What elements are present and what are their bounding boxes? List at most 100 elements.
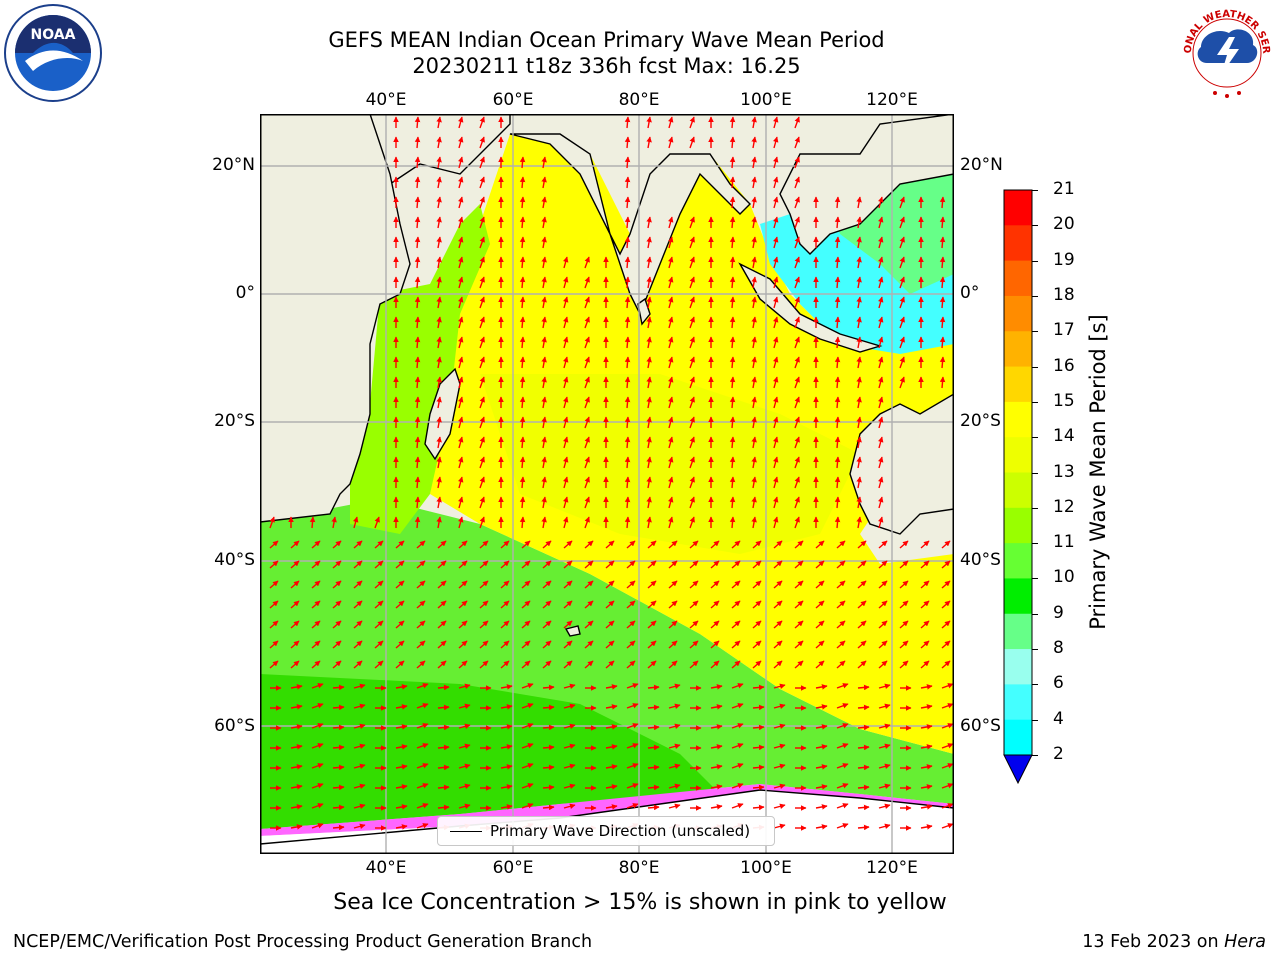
wave-arrow — [457, 256, 464, 269]
wave-arrow — [834, 476, 841, 489]
wave-arrow — [457, 496, 464, 509]
footer-credit: NCEP/EMC/Verification Post Processing Pr… — [13, 932, 593, 952]
wave-arrow — [815, 620, 825, 629]
wave-arrow — [729, 336, 736, 349]
wave-arrow — [624, 456, 631, 469]
wave-arrow — [624, 216, 631, 229]
wave-arrow — [646, 496, 652, 509]
wave-arrow — [646, 256, 652, 269]
wave-arrow — [395, 540, 405, 549]
wave-arrow — [939, 216, 946, 229]
wave-arrow — [752, 620, 762, 629]
wave-arrow — [416, 683, 429, 689]
wave-arrow — [731, 660, 741, 669]
wave-arrow — [878, 743, 891, 750]
wave-arrow — [437, 804, 450, 811]
wave-arrow — [479, 236, 485, 249]
wave-arrow — [624, 236, 631, 249]
wave-arrow — [668, 803, 681, 810]
wave-arrow — [479, 176, 485, 189]
wave-arrow — [772, 296, 779, 309]
wave-arrow — [584, 356, 590, 369]
wave-arrow — [414, 356, 421, 369]
wave-arrow — [624, 416, 631, 429]
wave-arrow — [519, 436, 526, 449]
wave-arrow — [815, 660, 825, 669]
graticule — [260, 114, 954, 854]
wave-arrow — [500, 784, 513, 790]
wave-arrow — [731, 640, 741, 649]
wave-arrow — [414, 436, 421, 449]
wave-arrow — [856, 516, 862, 529]
wave-arrow — [941, 743, 954, 749]
wave-arrow — [395, 724, 408, 730]
wave-arrow — [667, 396, 674, 409]
wave-arrow — [479, 216, 485, 229]
wave-arrow — [269, 516, 275, 529]
wave-arrow — [605, 764, 618, 770]
wave-arrow — [626, 540, 636, 549]
wave-arrow — [519, 376, 526, 389]
wave-arrow — [772, 336, 779, 349]
wave-arrow — [626, 640, 636, 649]
wave-arrow — [877, 496, 884, 509]
wave-arrow — [751, 336, 757, 349]
wave-arrow — [436, 456, 442, 469]
wave-arrow — [414, 516, 421, 529]
colorbar-tick-mark — [1032, 366, 1038, 368]
wave-arrow — [352, 516, 359, 529]
lon-label-bottom: 40°E — [365, 858, 407, 878]
wave-arrow — [414, 276, 421, 289]
wave-arrow — [646, 276, 652, 289]
wave-arrow — [815, 764, 828, 770]
wave-arrow — [857, 764, 870, 771]
wave-arrow — [941, 723, 954, 729]
wave-arrow — [458, 723, 471, 730]
wave-arrow — [353, 660, 363, 669]
wave-arrow — [772, 356, 779, 369]
wave-arrow — [857, 660, 867, 669]
wave-arrow — [290, 684, 303, 690]
wave-arrow — [457, 236, 464, 249]
lon-label-top: 40°E — [365, 90, 407, 110]
wave-arrow — [877, 256, 884, 269]
wave-arrow — [541, 396, 547, 409]
wave-arrow — [437, 620, 447, 629]
wave-arrow — [269, 620, 279, 629]
wave-arrow — [290, 640, 300, 649]
wave-arrow — [729, 276, 736, 289]
wave-arrow — [751, 476, 757, 489]
wave-arrow — [374, 540, 384, 549]
wave-arrow — [414, 256, 421, 269]
wave-arrow — [353, 803, 366, 810]
plot-title-line2: 20230211 t18z 336h fcst Max: 16.25 — [412, 54, 801, 78]
wave-arrow — [290, 824, 303, 830]
wave-arrow — [772, 496, 779, 509]
wave-arrow — [646, 456, 652, 469]
wave-arrow — [414, 176, 421, 189]
wave-arrow — [458, 580, 468, 589]
wave-arrow — [941, 560, 951, 569]
map-legend: Primary Wave Direction (unscaled) — [437, 816, 775, 846]
lon-label-bottom: 120°E — [866, 858, 918, 878]
wave-arrow — [414, 476, 421, 489]
wave-arrow — [605, 684, 618, 690]
wave-arrow — [920, 824, 933, 830]
wave-arrow — [414, 156, 421, 169]
wave-arrow — [899, 236, 905, 249]
wave-arrow — [626, 763, 639, 769]
wave-arrow — [290, 660, 300, 669]
wave-arrow — [794, 196, 800, 209]
wave-arrow — [436, 396, 442, 409]
wave-arrow — [562, 376, 569, 389]
wave-arrow — [647, 620, 657, 629]
wave-arrow — [479, 316, 485, 329]
wave-arrow — [815, 640, 825, 649]
wave-arrow — [794, 620, 804, 629]
wave-arrow — [626, 660, 636, 669]
wave-arrow — [752, 560, 762, 569]
wave-arrow — [436, 236, 442, 249]
wave-arrow — [772, 156, 779, 169]
wave-arrow — [877, 396, 884, 409]
wave-arrow — [878, 620, 888, 629]
